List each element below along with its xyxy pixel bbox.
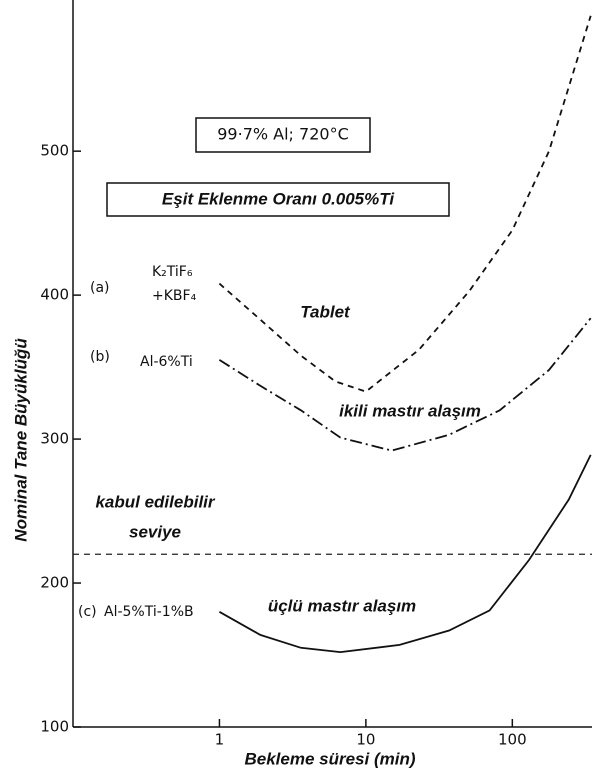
x-tick-label: 100 xyxy=(498,731,527,749)
y-tick-label: 200 xyxy=(40,574,69,592)
tablet-label: Tablet xyxy=(300,302,351,321)
rate-label: Eşit Eklenme Oranı 0.005%Ti xyxy=(162,189,395,208)
rate-box xyxy=(106,182,450,217)
series-letter: (a) xyxy=(90,280,110,296)
y-tick-label: 100 xyxy=(40,718,69,736)
acceptable-label: kabul edilebilir xyxy=(95,492,215,511)
series-line xyxy=(218,15,592,393)
series-name: K₂TiF₆ xyxy=(152,264,193,280)
binary-label: ikili mastır alaşım xyxy=(339,401,481,420)
series-letter: (c) xyxy=(78,604,97,620)
condition-label: 99·7% Al; 720°C xyxy=(217,125,349,144)
condition-box xyxy=(195,117,371,153)
series-name: Al-6%Ti xyxy=(140,354,193,370)
series-name: Al-5%Ti-1%B xyxy=(104,604,194,620)
series-line xyxy=(218,317,592,452)
x-tick-label: 1 xyxy=(215,731,225,749)
acceptable-label: seviye xyxy=(129,522,181,541)
series-line xyxy=(218,454,592,654)
series-name: +KBF₄ xyxy=(152,288,197,304)
y-tick-label: 500 xyxy=(40,142,69,160)
y-axis-title: Nominal Tane Büyüklüğü xyxy=(11,338,30,542)
series-letter: (b) xyxy=(90,349,110,365)
y-tick-label: 300 xyxy=(40,430,69,448)
x-tick-label: 10 xyxy=(356,731,375,749)
ternary-label: üçlü mastır alaşım xyxy=(268,596,416,615)
y-tick-label: 400 xyxy=(40,286,69,304)
x-axis-title: Bekleme süresi (min) xyxy=(244,749,415,768)
